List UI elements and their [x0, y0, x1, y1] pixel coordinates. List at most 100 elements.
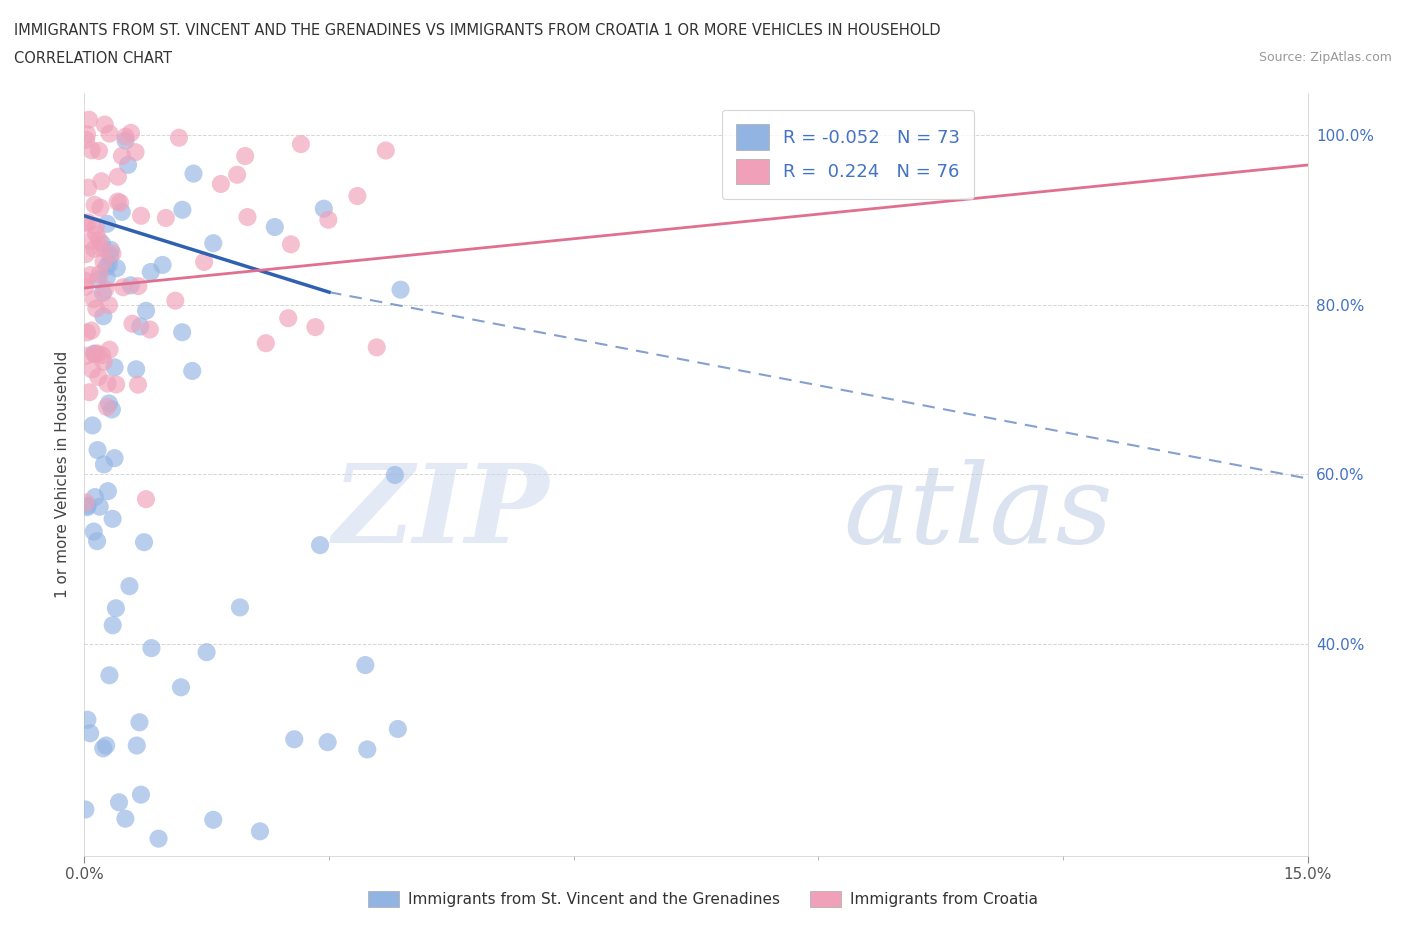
Point [89, 200, 111, 215]
Point [75, 246, 97, 261]
Point [155, 210, 177, 225]
Point [77, 215, 100, 230]
Point [84, 490, 107, 505]
Point [129, 787, 152, 802]
Point [97, 396, 120, 411]
Point [193, 255, 215, 270]
Point [87, 369, 110, 384]
Point [280, 237, 302, 252]
Point [76, 325, 98, 339]
Point [346, 189, 368, 204]
Legend: R = -0.052   N = 73, R =  0.224   N = 76: R = -0.052 N = 73, R = 0.224 N = 76 [721, 110, 974, 199]
Point [80, 233, 103, 248]
Point [76, 499, 98, 514]
Point [90, 241, 112, 256]
Point [75, 132, 97, 147]
Point [129, 208, 152, 223]
Point [83, 347, 105, 362]
Point [89, 499, 111, 514]
Point [290, 137, 312, 152]
Point [114, 129, 136, 144]
Point [105, 377, 128, 392]
Point [96, 217, 118, 232]
Point [94, 738, 117, 753]
Point [79, 725, 101, 740]
Legend: Immigrants from St. Vincent and the Grenadines, Immigrants from Croatia: Immigrants from St. Vincent and the Gren… [361, 884, 1045, 913]
Point [312, 201, 335, 216]
Point [277, 311, 299, 325]
Point [75, 349, 97, 364]
Point [128, 715, 150, 730]
Point [75, 280, 97, 295]
Point [86, 443, 108, 458]
Point [93, 309, 115, 324]
Point [79, 385, 101, 400]
Point [236, 209, 259, 224]
Point [107, 194, 129, 209]
Point [165, 293, 187, 308]
Point [374, 143, 396, 158]
Point [98, 248, 121, 263]
Point [125, 362, 148, 377]
Point [309, 538, 332, 552]
Point [104, 601, 127, 616]
Point [152, 258, 174, 272]
Text: Source: ZipAtlas.com: Source: ZipAtlas.com [1258, 51, 1392, 64]
Point [108, 195, 131, 210]
Point [76, 498, 98, 513]
Point [97, 376, 120, 391]
Point [120, 126, 142, 140]
Point [111, 205, 134, 219]
Point [167, 130, 190, 145]
Point [170, 680, 193, 695]
Point [233, 149, 256, 164]
Point [108, 795, 131, 810]
Point [118, 578, 141, 593]
Point [93, 354, 115, 369]
Point [96, 259, 118, 274]
Point [80, 323, 103, 338]
Point [112, 280, 135, 295]
Point [98, 342, 121, 357]
Point [75, 802, 97, 817]
Point [117, 157, 139, 172]
Point [98, 668, 121, 683]
Point [316, 735, 339, 750]
Point [101, 512, 124, 526]
Point [195, 644, 218, 659]
Point [90, 174, 112, 189]
Point [98, 126, 121, 141]
Point [356, 742, 378, 757]
Point [84, 227, 107, 242]
Point [124, 145, 146, 160]
Point [75, 495, 97, 510]
Point [91, 348, 114, 363]
Point [96, 400, 118, 415]
Point [103, 451, 125, 466]
Point [75, 217, 97, 232]
Point [132, 535, 155, 550]
Point [387, 722, 409, 737]
Text: IMMIGRANTS FROM ST. VINCENT AND THE GRENADINES VS IMMIGRANTS FROM CROATIA 1 OR M: IMMIGRANTS FROM ST. VINCENT AND THE GREN… [14, 23, 941, 38]
Point [111, 149, 134, 164]
Point [82, 418, 104, 432]
Point [101, 246, 124, 261]
Point [87, 272, 110, 287]
Point [94, 282, 117, 297]
Point [83, 197, 105, 212]
Point [94, 117, 117, 132]
Point [249, 824, 271, 839]
Point [84, 301, 107, 316]
Point [97, 258, 120, 272]
Point [107, 169, 129, 184]
Point [91, 286, 114, 300]
Point [202, 236, 225, 251]
Point [139, 264, 162, 279]
Point [79, 268, 101, 283]
Point [135, 492, 157, 507]
Point [129, 319, 152, 334]
Point [101, 402, 124, 417]
Text: ZIP: ZIP [333, 458, 550, 566]
Point [283, 732, 305, 747]
Point [139, 322, 162, 337]
